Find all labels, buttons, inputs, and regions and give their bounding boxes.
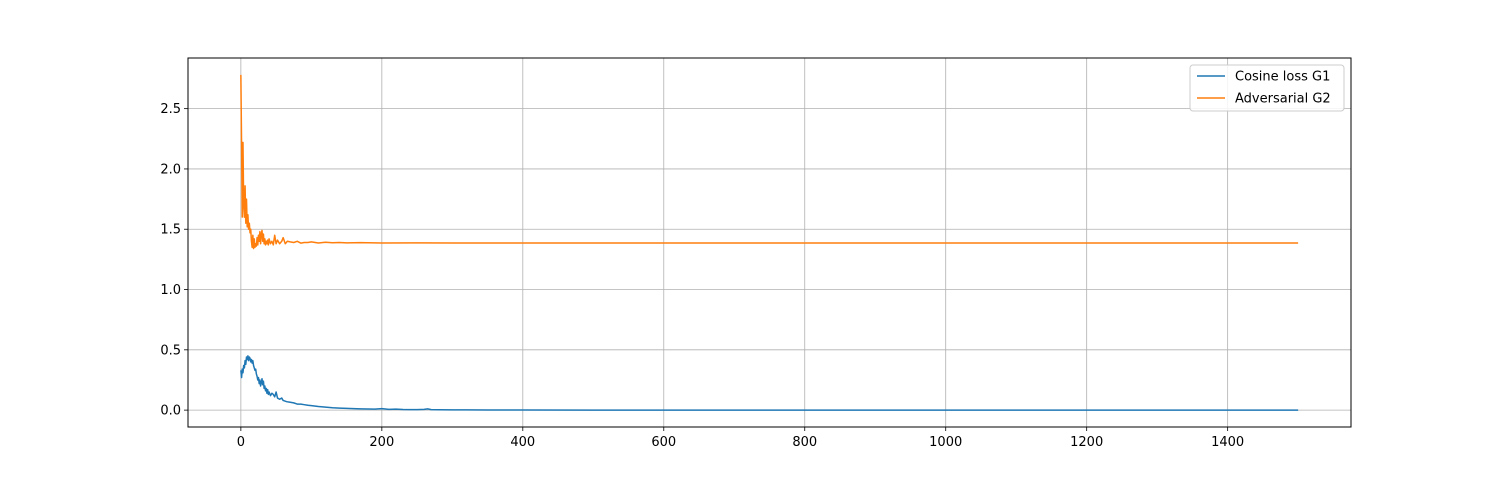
x-tick-label: 1200 bbox=[1070, 435, 1103, 450]
x-tick-label: 200 bbox=[369, 435, 394, 450]
x-tick-label: 1000 bbox=[929, 435, 962, 450]
series-line-cosine-loss-g1 bbox=[240, 355, 1299, 411]
axes: 0 200 400 600 800 1000 1200 1400 0.0 0.5 1.0 1.5 2.0… bbox=[160, 102, 1244, 450]
y-tick-label: 0.5 bbox=[160, 343, 181, 358]
y-tick-label: 1.5 bbox=[160, 223, 181, 238]
y-tick-label: 0.0 bbox=[160, 404, 181, 419]
series-layer bbox=[240, 74, 1299, 411]
grid bbox=[188, 58, 1351, 427]
y-tick-label: 2.5 bbox=[160, 102, 181, 117]
plot-frame bbox=[187, 57, 1352, 428]
y-tick-label: 1.0 bbox=[160, 283, 181, 298]
x-tick-label: 800 bbox=[792, 435, 817, 450]
legend-box bbox=[1189, 64, 1345, 112]
x-tick-label: 0 bbox=[237, 435, 245, 450]
legend-label: Adversarial G2 bbox=[1235, 92, 1331, 107]
legend: Cosine loss G1 Adversarial G2 bbox=[1189, 64, 1345, 112]
x-tick-label: 1400 bbox=[1211, 435, 1244, 450]
legend-label: Cosine loss G1 bbox=[1235, 70, 1330, 85]
series-line-adversarial-g2 bbox=[240, 74, 1299, 250]
y-tick-label: 2.0 bbox=[160, 162, 181, 177]
x-tick-label: 600 bbox=[651, 435, 676, 450]
x-tick-label: 400 bbox=[510, 435, 535, 450]
